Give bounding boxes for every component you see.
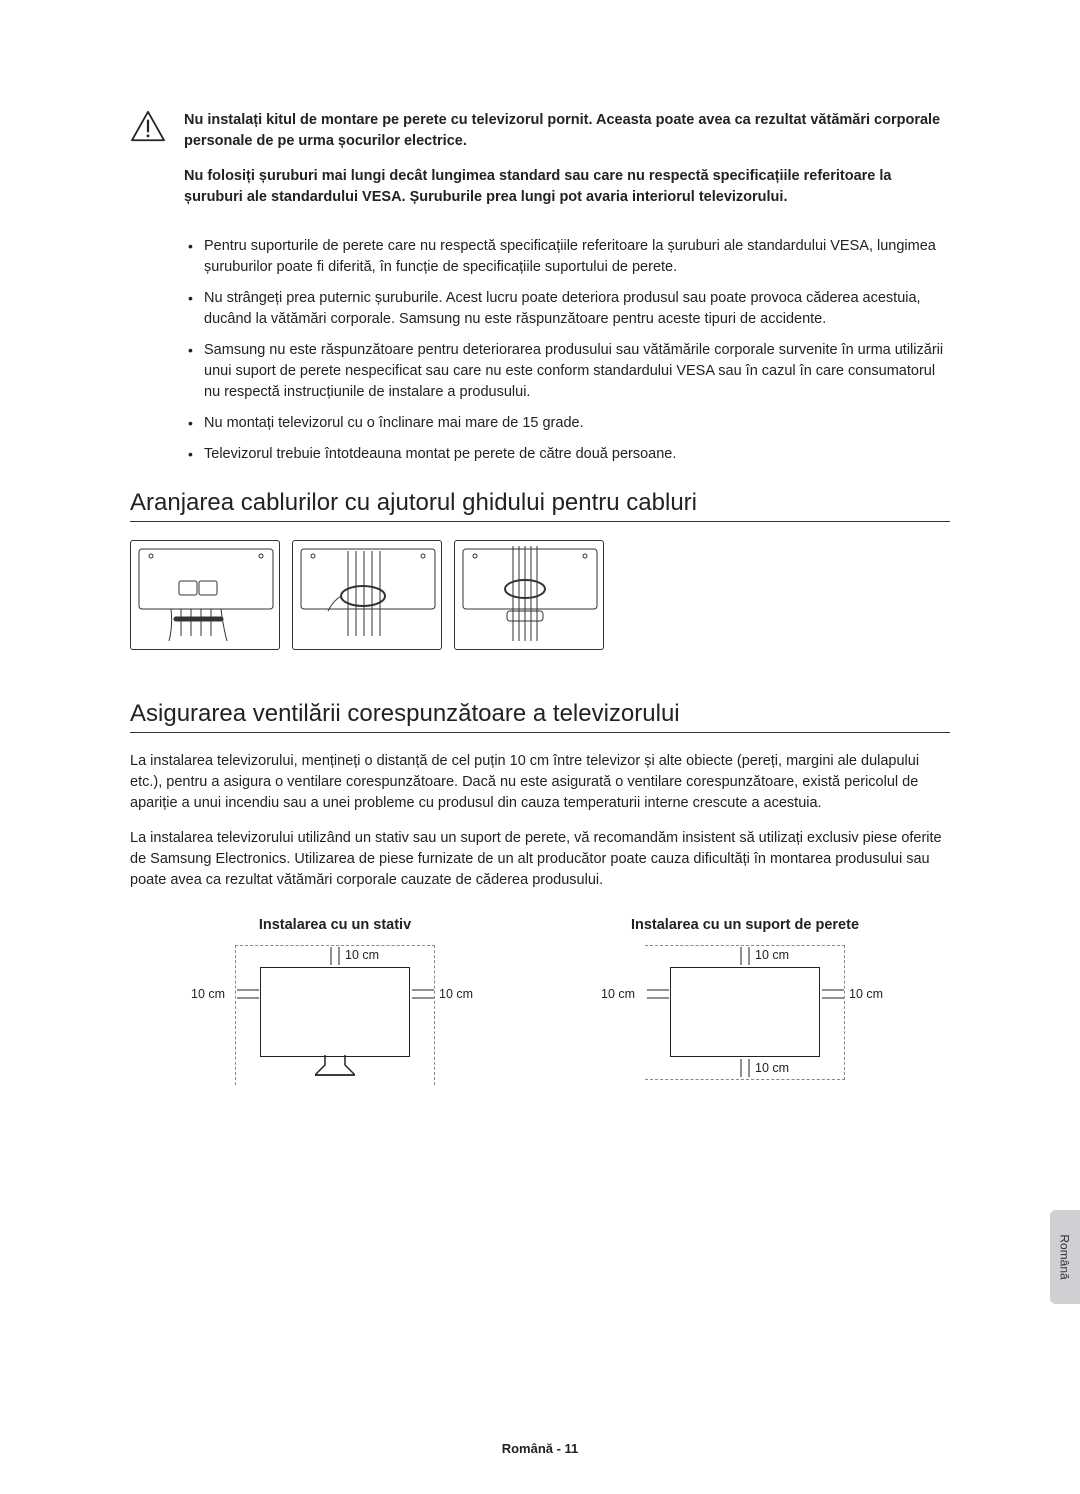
stand-diagram: 10 cm 10 cm 10 cm — [185, 945, 485, 1095]
stand-install-title: Instalarea cu un stativ — [185, 917, 485, 933]
cable-illus-1 — [130, 540, 280, 650]
page-content: Nu instalați kitul de montare pe perete … — [0, 0, 1080, 1135]
ventilation-para-1: La instalarea televizorului, mențineți o… — [130, 751, 950, 814]
bullet-list: Pentru suporturile de perete care nu res… — [184, 236, 950, 465]
language-side-tab: Română — [1050, 1210, 1080, 1304]
section-heading-ventilation: Asigurarea ventilării corespunzătoare a … — [130, 700, 950, 733]
footer-text: Română - 11 — [502, 1441, 579, 1456]
section-heading-cables: Aranjarea cablurilor cu ajutorul ghidulu… — [130, 489, 950, 522]
ventilation-wall-column: Instalarea cu un suport de perete 10 cm … — [595, 917, 895, 1095]
ventilation-diagrams: Instalarea cu un stativ 10 cm 10 cm 10 c… — [130, 917, 950, 1095]
ventilation-para-2: La instalarea televizorului utilizând un… — [130, 828, 950, 891]
warning-triangle-icon — [130, 110, 166, 147]
measure-right: 10 cm — [849, 987, 883, 1001]
sidetab-label: Română — [1058, 1234, 1072, 1279]
wall-install-title: Instalarea cu un suport de perete — [595, 917, 895, 933]
ventilation-stand-column: Instalarea cu un stativ 10 cm 10 cm 10 c… — [185, 917, 485, 1095]
measure-top: 10 cm — [755, 948, 789, 962]
wall-diagram: 10 cm 10 cm 10 cm 10 cm — [595, 945, 895, 1095]
measure-left: 10 cm — [601, 987, 635, 1001]
list-item: Pentru suporturile de perete care nu res… — [184, 236, 950, 278]
measure-bottom: 10 cm — [755, 1061, 789, 1075]
list-item: Nu montați televizorul cu o înclinare ma… — [184, 413, 950, 434]
warning-block: Nu instalați kitul de montare pe perete … — [130, 110, 950, 222]
page-footer: Română - 11 — [0, 1441, 1080, 1456]
cable-guide-illustrations — [130, 540, 950, 650]
measure-left: 10 cm — [191, 987, 225, 1001]
warning-text: Nu instalați kitul de montare pe perete … — [184, 110, 950, 222]
list-item: Samsung nu este răspunzătoare pentru det… — [184, 340, 950, 403]
cable-illus-3 — [454, 540, 604, 650]
measure-top: 10 cm — [345, 948, 379, 962]
cable-illus-2 — [292, 540, 442, 650]
warning-para-1: Nu instalați kitul de montare pe perete … — [184, 110, 950, 152]
list-item: Televizorul trebuie întotdeauna montat p… — [184, 444, 950, 465]
list-item: Nu strângeți prea puternic șuruburile. A… — [184, 288, 950, 330]
warning-para-2: Nu folosiți șuruburi mai lungi decât lun… — [184, 166, 950, 208]
measure-right: 10 cm — [439, 987, 473, 1001]
